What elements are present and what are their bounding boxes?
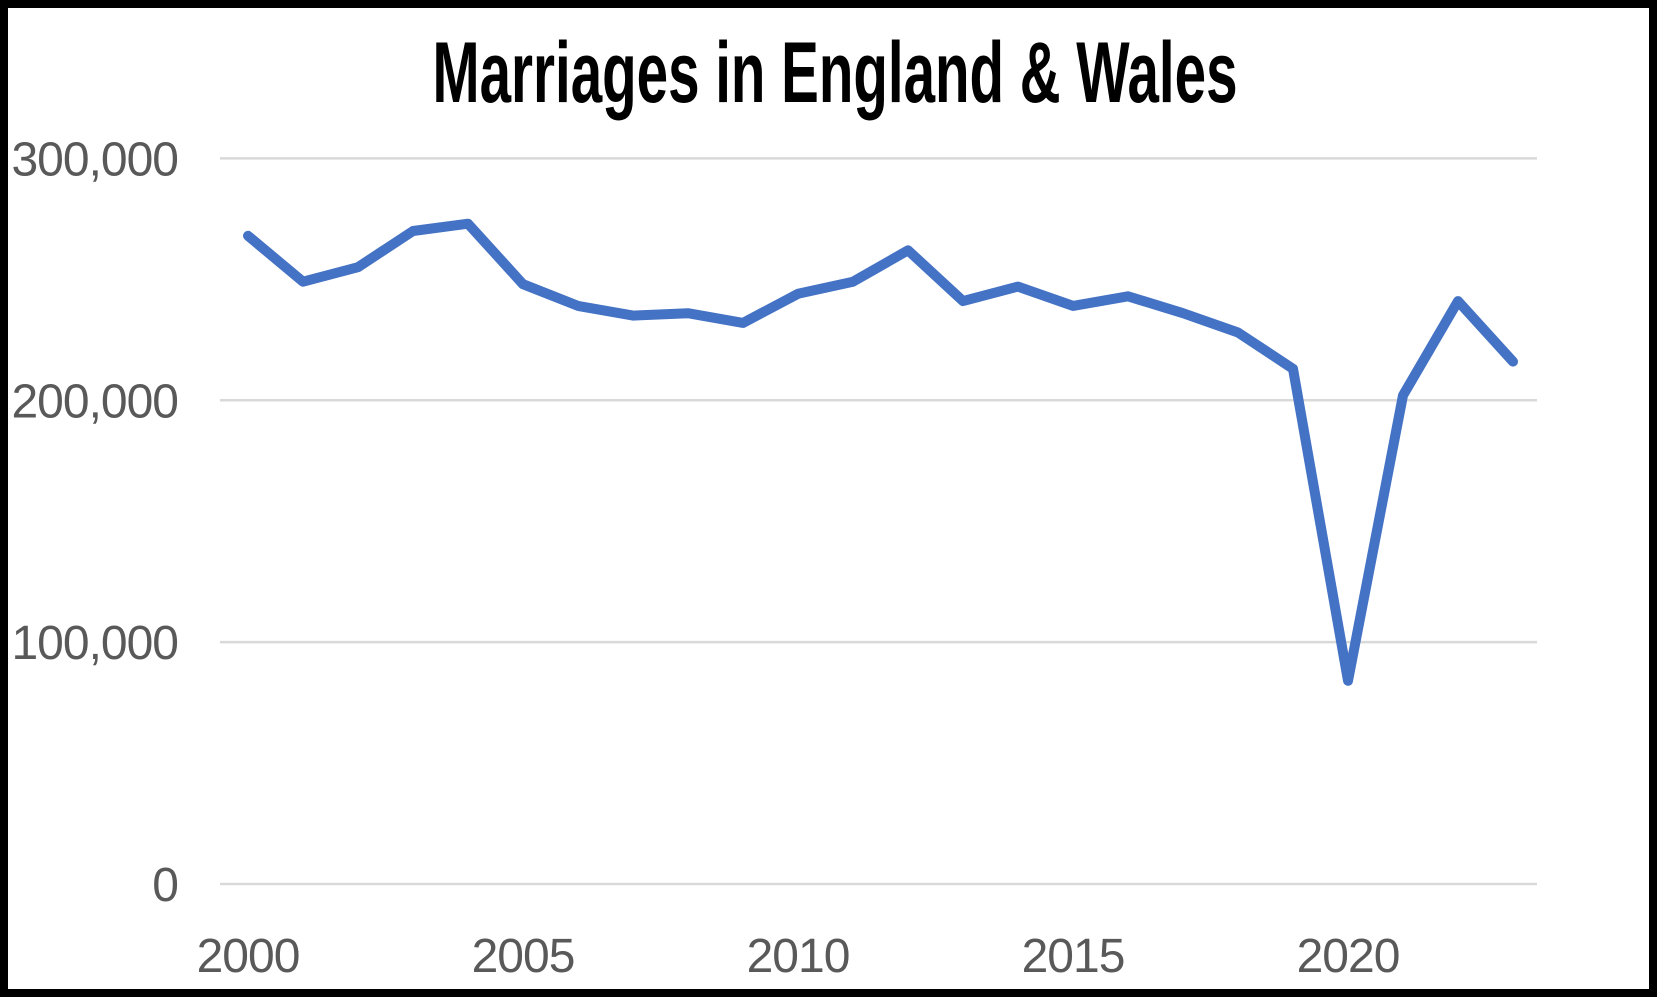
series-group	[243, 218, 1518, 686]
x-axis-tick-label: 2005	[472, 930, 575, 983]
x-axis-labels-group: 2000 2005 2010 2015 2020	[197, 930, 1401, 983]
x-axis-tick-label: 2015	[1022, 930, 1125, 983]
y-axis-tick-label: 0	[152, 859, 178, 912]
y-axis-tick-label: 100,000	[11, 617, 178, 670]
marriages-data-line	[243, 218, 1518, 686]
y-axis-tick-label: 200,000	[11, 375, 178, 428]
x-axis-tick-label: 2000	[197, 930, 300, 983]
chart-title: Marriages in England & Wales	[433, 25, 1238, 121]
y-axis-tick-label: 300,000	[11, 133, 178, 186]
x-axis-tick-label: 2020	[1297, 930, 1400, 983]
x-axis-tick-label: 2010	[747, 930, 850, 983]
gridlines-group	[220, 157, 1537, 886]
y-axis-labels-group: 0 100,000 200,000 300,000	[11, 133, 179, 912]
